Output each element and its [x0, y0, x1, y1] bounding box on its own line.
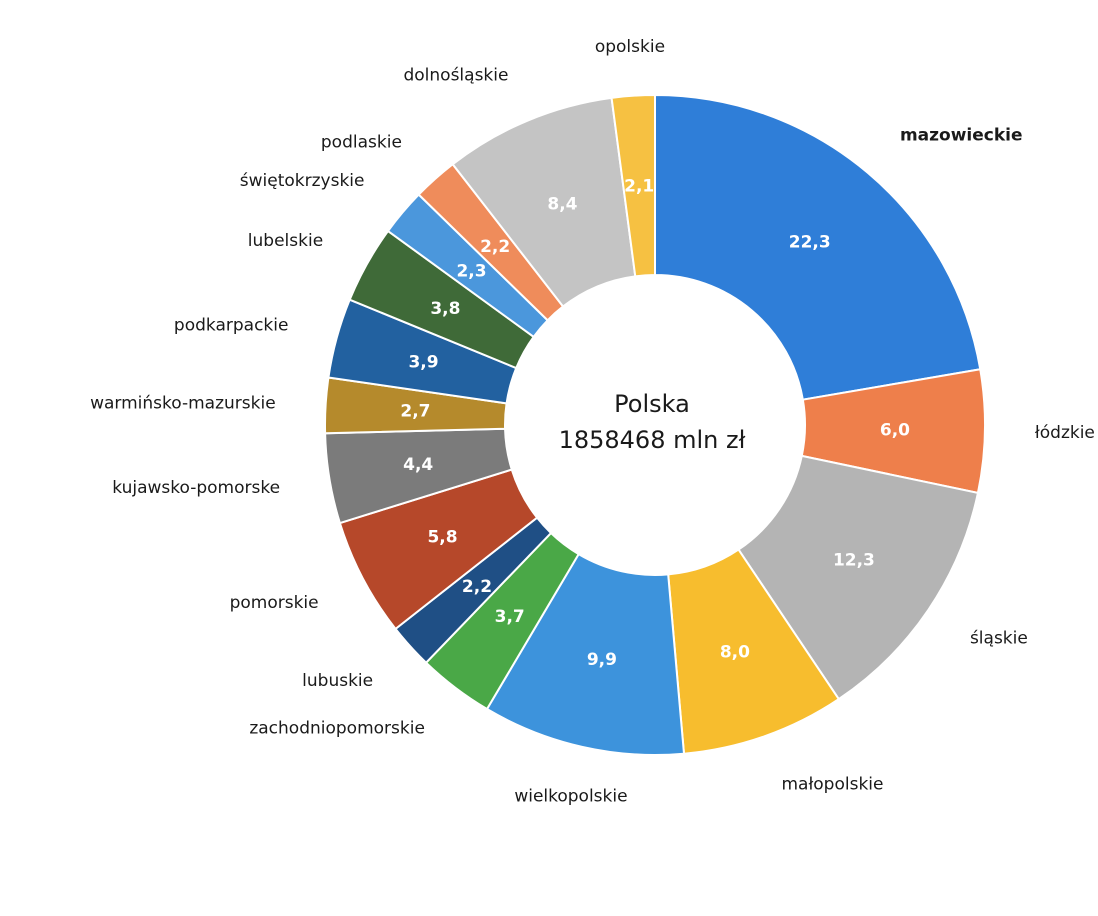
category-label-swietokrzyskie: świętokrzyskie [240, 171, 365, 191]
slice-value-labels: 22,36,012,38,09,93,72,25,84,42,73,93,82,… [400, 177, 910, 671]
value-label-mazowieckie: 22,3 [789, 233, 831, 253]
category-label-pomorskie: pomorskie [230, 593, 319, 613]
category-label-zachodniopomorskie: zachodniopomorskie [249, 718, 425, 738]
value-label-podlaskie: 2,2 [480, 237, 510, 257]
center-total: 1858468 mln zł [559, 426, 746, 454]
category-label-slaskie: śląskie [970, 629, 1028, 649]
category-label-podlaskie: podlaskie [321, 133, 402, 153]
value-label-swietokrzyskie: 2,3 [456, 261, 486, 281]
value-label-dolnoslaskie: 8,4 [547, 195, 577, 215]
value-label-zachodniopomorskie: 3,7 [495, 607, 525, 627]
category-label-lubelskie: lubelskie [248, 231, 323, 251]
category-label-dolnoslaskie: dolnośląskie [403, 65, 508, 85]
category-label-warminsko-mazurskie: warmińsko-mazurskie [90, 393, 276, 413]
value-label-kujawsko-pomorske: 4,4 [403, 455, 433, 475]
slice-mazowieckie [654, 93, 982, 401]
donut-slices [324, 93, 986, 756]
slice-category-labels: mazowieckie łódzkie śląskie małopolskie wiel… [90, 37, 1095, 807]
value-label-podkarpackie: 3,9 [408, 353, 438, 373]
value-label-lodzkie: 6,0 [880, 421, 910, 441]
category-label-wielkopolskie: wielkopolskie [514, 787, 627, 807]
center-title: Polska [614, 390, 690, 418]
category-label-opolskie: opolskie [595, 37, 665, 57]
value-label-malopolskie: 8,0 [720, 642, 750, 662]
value-label-pomorskie: 5,8 [427, 528, 457, 548]
category-label-malopolskie: małopolskie [781, 774, 883, 794]
slice-opolskie [610, 93, 656, 278]
category-label-kujawsko-pomorske: kujawsko-pomorske [112, 478, 280, 498]
value-label-slaskie: 12,3 [833, 550, 875, 570]
value-label-lubelskie: 3,8 [430, 299, 460, 319]
category-label-podkarpackie: podkarpackie [174, 316, 289, 336]
category-label-mazowieckie: mazowieckie [900, 126, 1023, 146]
value-label-warminsko-mazurskie: 2,7 [400, 402, 430, 422]
category-label-lodzkie: łódzkie [1035, 423, 1095, 443]
value-label-wielkopolskie: 9,9 [587, 650, 617, 670]
category-label-lubuskie: lubuskie [302, 671, 373, 691]
value-label-opolskie: 2,1 [624, 177, 654, 197]
value-label-lubuskie: 2,2 [462, 577, 492, 597]
